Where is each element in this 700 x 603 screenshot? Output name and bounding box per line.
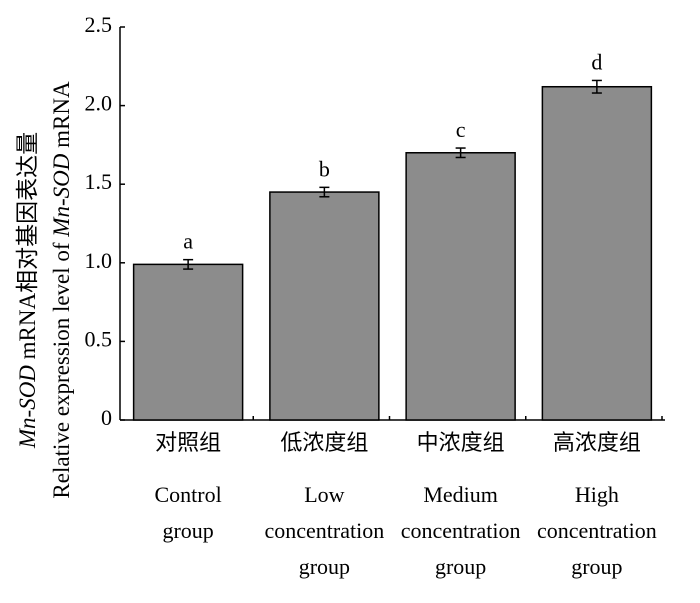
bar xyxy=(132,263,244,421)
bar xyxy=(269,191,380,421)
bar xyxy=(405,152,516,421)
x-tick-label-en: group xyxy=(571,554,622,579)
x-tick-label-en: concentration xyxy=(401,518,521,543)
y-tick-label: 2.0 xyxy=(85,91,113,116)
y-tick-label: 1.5 xyxy=(85,169,113,194)
y-tick-label: 2.5 xyxy=(85,12,113,37)
x-tick-label-en: Medium xyxy=(423,482,498,507)
error-bar xyxy=(591,79,602,94)
annotation: c xyxy=(456,117,466,142)
x-tick-label-en: concentration xyxy=(537,518,657,543)
x-tick-label-en: group xyxy=(162,518,213,543)
x-tick-label-en: concentration xyxy=(265,518,385,543)
x-tick-label: 低浓度组 xyxy=(280,430,368,455)
y-axis-label: Mn-SOD mRNA相对基因表达量 xyxy=(15,132,40,449)
y-tick-label: 0.5 xyxy=(85,326,113,351)
y-axis-label-part: Mn-SOD xyxy=(15,365,40,449)
annotation: d xyxy=(591,49,602,74)
y-axis-label-part: Mn-SOD xyxy=(49,153,74,237)
y-axis-label-part: mRNA相对基因表达量 xyxy=(15,132,40,365)
bar xyxy=(541,85,653,421)
x-tick-label: 对照组 xyxy=(155,430,221,455)
error-bar xyxy=(455,147,466,159)
y-axis-label-part: Relative expression level of xyxy=(49,237,74,499)
annotation: b xyxy=(319,156,330,181)
x-tick-label: 中浓度组 xyxy=(417,430,505,455)
error-bar xyxy=(319,186,330,198)
x-tick-label-en: Low xyxy=(304,482,344,507)
y-axis-label: Relative expression level of Mn-SOD mRNA xyxy=(49,81,74,499)
x-tick-label-en: Control xyxy=(155,482,222,507)
error-bar xyxy=(183,258,194,270)
y-tick-label: 1.0 xyxy=(85,248,113,273)
x-tick-label-en: group xyxy=(299,554,350,579)
y-axis-label-part: mRNA xyxy=(49,81,74,154)
x-tick-label: 高浓度组 xyxy=(553,430,641,455)
x-tick-label-en: High xyxy=(575,482,619,507)
annotation: a xyxy=(183,229,193,254)
x-tick-label-en: group xyxy=(435,554,486,579)
y-tick-label: 0 xyxy=(101,405,112,430)
